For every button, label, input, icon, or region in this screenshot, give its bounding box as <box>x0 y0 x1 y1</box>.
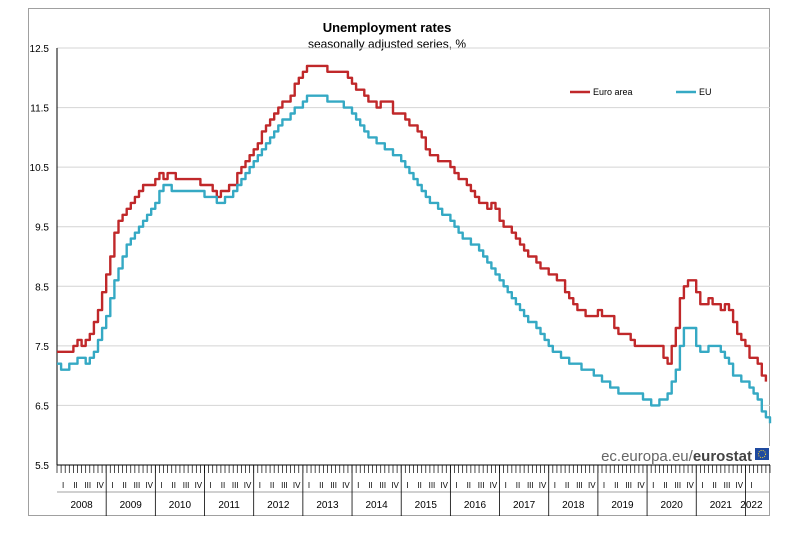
x-year-label: 2009 <box>120 500 143 511</box>
x-quarter-label: I <box>160 481 162 490</box>
x-quarter-label: I <box>554 481 556 490</box>
x-quarter-label: IV <box>588 481 596 490</box>
x-quarter-label: I <box>111 481 113 490</box>
x-quarter-label: III <box>674 481 681 490</box>
x-quarter-label: II <box>663 481 667 490</box>
legend-euro-area-label: Euro area <box>593 87 633 97</box>
x-year-label: 2008 <box>70 500 93 511</box>
x-year-label: 2018 <box>562 500 585 511</box>
x-quarter-label: IV <box>391 481 399 490</box>
x-quarter-label: I <box>259 481 261 490</box>
y-tick-label: 5.5 <box>35 461 49 472</box>
x-year-label: 2011 <box>218 500 240 511</box>
x-year-label: 2013 <box>316 500 339 511</box>
y-tick-label: 9.5 <box>35 223 49 234</box>
x-quarter-label: I <box>701 481 703 490</box>
x-quarter-label: IV <box>490 481 498 490</box>
x-quarter-label: II <box>712 481 716 490</box>
x-quarter-label: II <box>319 481 323 490</box>
x-quarter-label: II <box>73 481 77 490</box>
x-quarter-label: III <box>232 481 239 490</box>
eu-flag-icon <box>755 448 769 460</box>
x-year-label: 2021 <box>710 500 733 511</box>
y-tick-label: 10.5 <box>30 163 50 174</box>
x-quarter-label: II <box>516 481 520 490</box>
x-quarter-label: III <box>478 481 485 490</box>
y-axis-ticks: 5.5 6.5 7.5 8.5 9.5 10.5 11.5 12.5 <box>30 44 50 472</box>
x-quarter-label: IV <box>440 481 448 490</box>
watermark-brand: eurostat <box>693 448 752 465</box>
x-quarter-label: I <box>652 481 654 490</box>
y-tick-label: 11.5 <box>30 104 49 115</box>
chart-frame <box>28 8 770 516</box>
y-tick-label: 7.5 <box>35 342 49 353</box>
chart-title: Unemployment rates <box>323 20 452 35</box>
x-quarter-label: II <box>368 481 372 490</box>
x-year-label: 2020 <box>661 500 684 511</box>
x-quarter-label: IV <box>686 481 694 490</box>
x-quarter-label: III <box>576 481 583 490</box>
x-year-label: 2016 <box>464 500 487 511</box>
x-quarter-label: III <box>429 481 436 490</box>
x-quarter-label: IV <box>539 481 547 490</box>
x-quarter-label: I <box>406 481 408 490</box>
chart-subtitle: seasonally adjusted series, % <box>308 37 466 51</box>
x-quarter-label: II <box>417 481 421 490</box>
x-quarter-label: I <box>505 481 507 490</box>
x-quarter-label: II <box>221 481 225 490</box>
x-quarter-label: I <box>357 481 359 490</box>
x-quarter-label: II <box>565 481 569 490</box>
x-quarter-label: I <box>308 481 310 490</box>
x-quarter-label: III <box>330 481 337 490</box>
x-quarter-label: III <box>281 481 288 490</box>
x-year-label: 2014 <box>365 500 388 511</box>
x-year-label: 2015 <box>415 500 438 511</box>
x-year-label: 2017 <box>513 500 536 511</box>
x-quarter-label: III <box>527 481 534 490</box>
x-quarter-label: I <box>455 481 457 490</box>
x-quarter-label: IV <box>637 481 645 490</box>
x-quarter-label: IV <box>342 481 350 490</box>
x-quarter-label: II <box>172 481 176 490</box>
x-quarter-label: I <box>210 481 212 490</box>
x-quarter-label: IV <box>293 481 301 490</box>
legend-eu-label: EU <box>699 87 712 97</box>
x-year-label: 2010 <box>169 500 192 511</box>
x-year-label: 2019 <box>611 500 634 511</box>
x-quarter-label: I <box>62 481 64 490</box>
watermark-site: ec.europa.eu/ <box>601 448 694 465</box>
x-quarter-label: II <box>614 481 618 490</box>
x-quarter-label: I <box>750 481 752 490</box>
series-line-euro-area <box>57 64 768 382</box>
y-tick-label: 6.5 <box>35 401 49 412</box>
x-quarter-label: IV <box>96 481 104 490</box>
x-year-label: 2012 <box>267 500 290 511</box>
x-quarter-label: IV <box>244 481 252 490</box>
x-quarter-label: III <box>134 481 141 490</box>
x-quarter-label: IV <box>145 481 153 490</box>
x-quarter-label: IV <box>195 481 203 490</box>
y-tick-label: 12.5 <box>30 44 50 55</box>
x-quarter-label: III <box>84 481 91 490</box>
y-tick-label: 8.5 <box>35 282 49 293</box>
legend: Euro area EU <box>570 87 712 97</box>
x-quarter-label: II <box>122 481 126 490</box>
x-quarter-label: I <box>603 481 605 490</box>
series-lines <box>57 64 772 424</box>
x-quarter-label: IV <box>735 481 743 490</box>
svg-text:ec.europa.eu/eurostat: ec.europa.eu/eurostat <box>601 448 752 465</box>
x-quarter-label: III <box>379 481 386 490</box>
x-quarter-label: III <box>724 481 731 490</box>
x-year-label: 2022 <box>740 500 763 511</box>
series-line-eu <box>57 94 772 424</box>
eurostat-watermark: ec.europa.eu/eurostat <box>596 446 772 465</box>
x-quarter-label: II <box>467 481 471 490</box>
x-quarter-label: II <box>270 481 274 490</box>
grid-lines <box>56 47 770 466</box>
x-quarter-label: III <box>183 481 190 490</box>
x-quarter-label: III <box>625 481 632 490</box>
